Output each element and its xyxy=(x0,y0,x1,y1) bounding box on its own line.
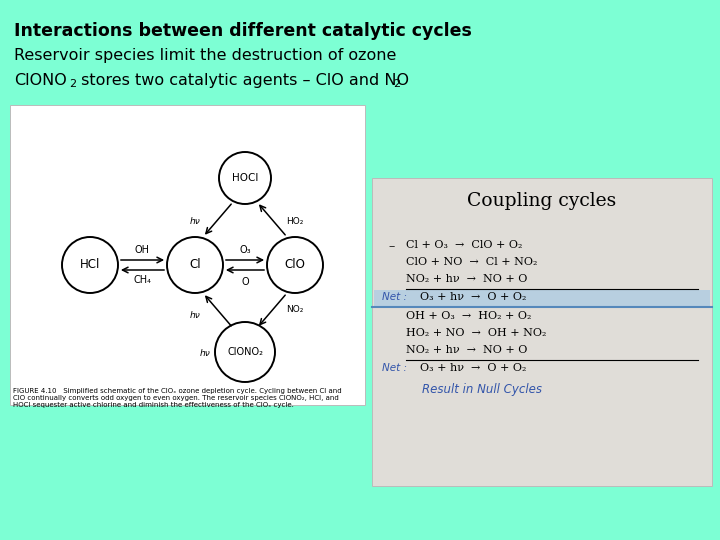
Text: NO₂ + hν  →  NO + O: NO₂ + hν → NO + O xyxy=(406,274,527,284)
Text: O₃: O₃ xyxy=(239,245,251,255)
Text: Net :: Net : xyxy=(382,363,407,373)
Text: OH + O₃  →  HO₂ + O₂: OH + O₃ → HO₂ + O₂ xyxy=(406,311,531,321)
Text: 2: 2 xyxy=(393,79,400,89)
Text: Result in Null Cycles: Result in Null Cycles xyxy=(422,383,542,396)
Circle shape xyxy=(219,152,271,204)
Circle shape xyxy=(62,237,118,293)
Text: Interactions between different catalytic cycles: Interactions between different catalytic… xyxy=(14,22,472,40)
Circle shape xyxy=(167,237,223,293)
Bar xyxy=(10,105,365,405)
Text: Net :: Net : xyxy=(382,292,407,302)
Circle shape xyxy=(215,322,275,382)
Text: 2: 2 xyxy=(69,79,76,89)
Text: O₃ + hν  →  O + O₂: O₃ + hν → O + O₂ xyxy=(420,292,526,302)
Text: OH: OH xyxy=(135,245,150,255)
Text: ClONO₂: ClONO₂ xyxy=(227,347,263,357)
Text: Cl: Cl xyxy=(189,259,201,272)
Text: Coupling cycles: Coupling cycles xyxy=(467,192,616,210)
Text: FIGURE 4.10   Simplified schematic of the ClOₓ ozone depletion cycle. Cycling be: FIGURE 4.10 Simplified schematic of the … xyxy=(13,388,341,408)
Circle shape xyxy=(267,237,323,293)
Text: Cl + O₃  →  ClO + O₂: Cl + O₃ → ClO + O₂ xyxy=(406,240,523,250)
Text: CH₄: CH₄ xyxy=(133,275,151,285)
Bar xyxy=(372,178,712,486)
Text: hν: hν xyxy=(199,348,210,357)
Text: ClONO: ClONO xyxy=(14,73,67,88)
Text: –: – xyxy=(388,240,395,253)
Text: HO₂: HO₂ xyxy=(286,218,303,226)
Text: HOCl: HOCl xyxy=(232,173,258,183)
Text: ClO + NO  →  Cl + NO₂: ClO + NO → Cl + NO₂ xyxy=(406,257,537,267)
Text: O: O xyxy=(241,277,249,287)
Text: O₃ + hν  →  O + O₂: O₃ + hν → O + O₂ xyxy=(420,363,526,373)
Text: hν: hν xyxy=(189,310,200,320)
Text: NO₂: NO₂ xyxy=(286,306,303,314)
Text: hν: hν xyxy=(189,218,200,226)
Text: NO₂ + hν  →  NO + O: NO₂ + hν → NO + O xyxy=(406,345,527,355)
Text: Reservoir species limit the destruction of ozone: Reservoir species limit the destruction … xyxy=(14,48,397,63)
Bar xyxy=(374,290,710,306)
Text: HCl: HCl xyxy=(80,259,100,272)
Text: stores two catalytic agents – ClO and NO: stores two catalytic agents – ClO and NO xyxy=(76,73,409,88)
Text: ClO: ClO xyxy=(284,259,305,272)
Text: HO₂ + NO  →  OH + NO₂: HO₂ + NO → OH + NO₂ xyxy=(406,328,546,338)
